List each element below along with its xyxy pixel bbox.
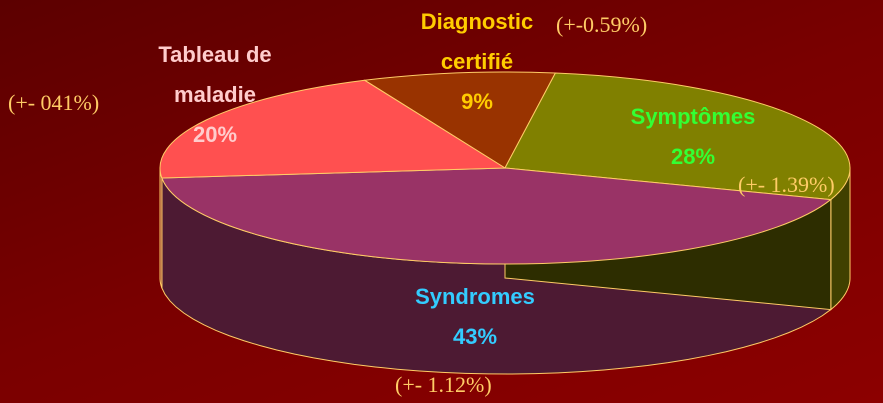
value-label: 9% [461, 89, 493, 114]
slice-label: Symptômes 28% [583, 97, 803, 177]
category-name: Diagnostic certifié [420, 9, 534, 74]
annotation: (+- 1.39%) [738, 172, 835, 197]
annotation: (+-0.59%) [556, 12, 648, 37]
category-name: Symptômes [630, 104, 756, 129]
category-name: Tableau de maladie [158, 42, 272, 107]
slice [159, 79, 507, 179]
annotation: (+- 041%) [8, 90, 100, 115]
slice-label: Syndromes 43% [365, 277, 585, 357]
slice-side [159, 167, 163, 289]
value-label: 43% [452, 324, 498, 349]
slice-label: Tableau de maladie 20% [130, 35, 300, 155]
slice [363, 71, 557, 169]
annotation: (+- 1.12%) [395, 372, 492, 397]
slice [161, 167, 833, 265]
slice [504, 72, 851, 201]
value-label: 28% [670, 144, 716, 169]
value-label: 20% [192, 122, 238, 147]
category-name: Syndromes [415, 284, 535, 309]
slice-label: Diagnostic certifié 9% [392, 2, 562, 122]
